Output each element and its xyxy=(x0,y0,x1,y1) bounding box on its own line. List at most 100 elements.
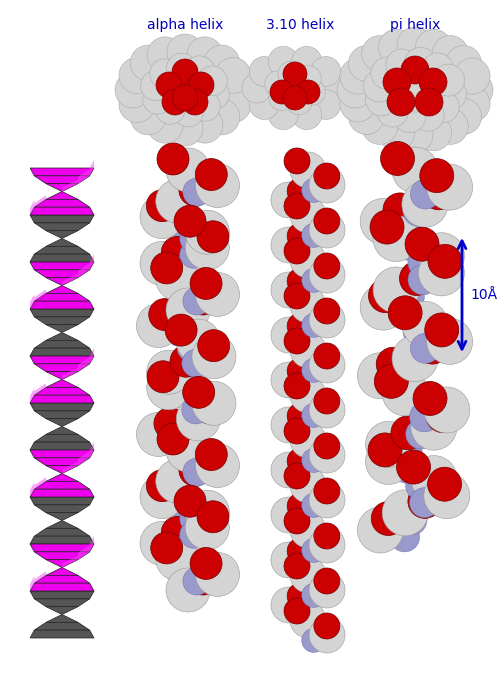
Circle shape xyxy=(172,59,197,85)
Circle shape xyxy=(382,193,416,227)
Polygon shape xyxy=(34,364,90,371)
Polygon shape xyxy=(46,568,78,575)
Circle shape xyxy=(309,167,344,203)
Circle shape xyxy=(361,36,397,72)
Polygon shape xyxy=(30,591,94,598)
Circle shape xyxy=(166,148,209,192)
Circle shape xyxy=(115,72,151,108)
Polygon shape xyxy=(30,630,94,638)
Circle shape xyxy=(140,241,184,285)
Circle shape xyxy=(195,272,239,317)
Circle shape xyxy=(197,330,229,362)
Circle shape xyxy=(427,244,461,278)
Text: 10Å: 10Å xyxy=(469,288,496,302)
Polygon shape xyxy=(34,293,90,301)
Circle shape xyxy=(218,72,255,108)
Circle shape xyxy=(287,268,313,294)
Circle shape xyxy=(130,45,166,81)
Circle shape xyxy=(399,162,429,192)
Circle shape xyxy=(434,78,465,110)
Circle shape xyxy=(182,89,207,115)
Circle shape xyxy=(426,91,458,123)
Circle shape xyxy=(174,485,205,517)
Circle shape xyxy=(197,66,227,96)
Circle shape xyxy=(365,438,411,484)
Circle shape xyxy=(283,86,307,110)
Circle shape xyxy=(195,438,227,471)
Circle shape xyxy=(140,521,184,566)
Circle shape xyxy=(445,46,480,81)
Polygon shape xyxy=(34,289,46,301)
Circle shape xyxy=(174,205,205,237)
Circle shape xyxy=(166,489,194,517)
Polygon shape xyxy=(34,505,90,513)
Circle shape xyxy=(188,72,213,98)
Polygon shape xyxy=(34,528,90,536)
Circle shape xyxy=(155,537,199,581)
Circle shape xyxy=(309,482,344,518)
Circle shape xyxy=(309,257,344,293)
Polygon shape xyxy=(34,598,90,607)
Polygon shape xyxy=(46,614,78,622)
Circle shape xyxy=(136,304,180,347)
Circle shape xyxy=(284,418,310,444)
Circle shape xyxy=(154,408,185,439)
Circle shape xyxy=(402,316,432,346)
Circle shape xyxy=(190,267,221,300)
Circle shape xyxy=(296,523,319,547)
Circle shape xyxy=(271,317,306,353)
Circle shape xyxy=(182,376,214,408)
Circle shape xyxy=(290,197,325,233)
Polygon shape xyxy=(30,254,94,262)
Circle shape xyxy=(415,115,450,150)
Circle shape xyxy=(391,436,421,466)
Circle shape xyxy=(147,360,179,393)
Polygon shape xyxy=(90,348,94,364)
Circle shape xyxy=(396,505,426,535)
Polygon shape xyxy=(34,571,46,583)
Circle shape xyxy=(271,452,306,488)
Circle shape xyxy=(166,568,209,612)
Circle shape xyxy=(140,475,184,518)
Circle shape xyxy=(309,572,344,608)
Circle shape xyxy=(410,456,456,501)
Circle shape xyxy=(146,189,178,222)
Polygon shape xyxy=(30,215,94,223)
Circle shape xyxy=(186,107,222,143)
Polygon shape xyxy=(78,263,90,278)
Circle shape xyxy=(359,198,405,244)
Circle shape xyxy=(150,252,182,284)
Circle shape xyxy=(309,437,344,473)
Circle shape xyxy=(181,350,209,378)
Circle shape xyxy=(161,516,193,549)
Circle shape xyxy=(424,313,458,347)
Polygon shape xyxy=(46,473,78,482)
Polygon shape xyxy=(30,168,94,176)
Circle shape xyxy=(407,484,441,518)
Polygon shape xyxy=(62,368,78,380)
Circle shape xyxy=(270,80,294,104)
Circle shape xyxy=(214,87,250,122)
Circle shape xyxy=(186,37,222,73)
Circle shape xyxy=(195,443,239,488)
Circle shape xyxy=(166,53,196,83)
Circle shape xyxy=(396,385,426,415)
Circle shape xyxy=(296,434,319,458)
Circle shape xyxy=(177,334,205,362)
Circle shape xyxy=(313,478,339,504)
Circle shape xyxy=(390,299,420,329)
Circle shape xyxy=(284,148,310,174)
Circle shape xyxy=(299,79,325,105)
Polygon shape xyxy=(46,285,78,293)
Circle shape xyxy=(367,433,401,467)
Circle shape xyxy=(167,34,202,70)
Circle shape xyxy=(301,583,325,607)
Circle shape xyxy=(284,553,310,579)
Circle shape xyxy=(271,407,306,443)
Circle shape xyxy=(170,194,198,222)
Circle shape xyxy=(296,568,319,592)
Circle shape xyxy=(393,101,425,133)
Circle shape xyxy=(410,179,439,209)
Circle shape xyxy=(382,68,410,96)
Circle shape xyxy=(419,159,453,193)
